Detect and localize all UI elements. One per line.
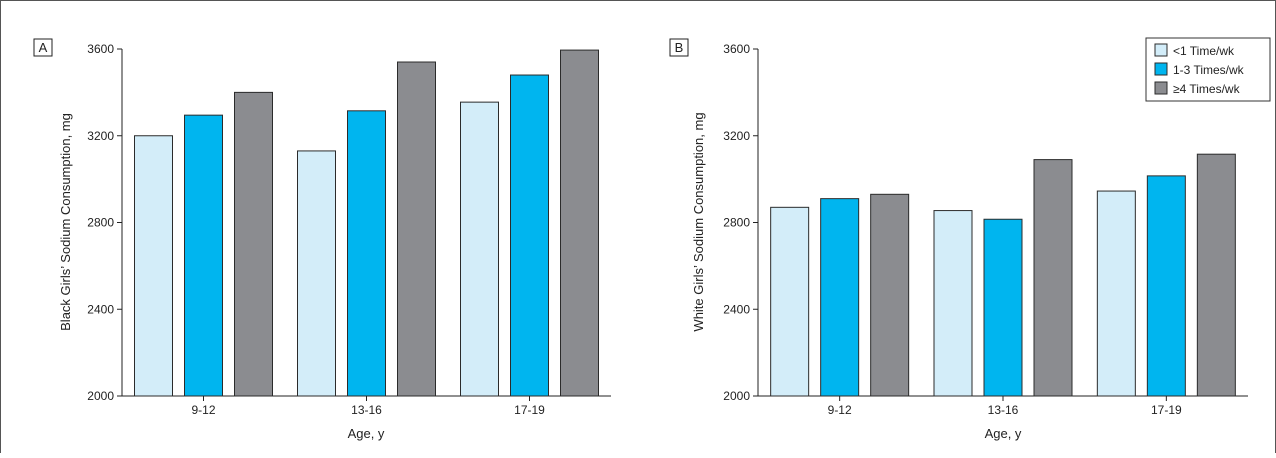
y-tick-label: 2000 <box>87 389 114 403</box>
x-tick-label: 17-19 <box>514 403 545 417</box>
bar-17-19-series-1 <box>510 74 549 397</box>
panel-a-x-axis-title: Age, y <box>348 426 385 441</box>
panel-a-label: A <box>39 40 48 55</box>
legend: <1 Time/wk 1-3 Times/wk ≥4 Times/wk <box>1145 37 1271 102</box>
panel-a-bars <box>134 49 599 397</box>
bar-17-19-series-0 <box>1096 190 1136 397</box>
bar-17-19-series-0 <box>460 101 499 397</box>
bar-13-16-series-1 <box>347 110 386 397</box>
legend-item-label: ≥4 Times/wk <box>1173 82 1241 96</box>
panel-b-x-axis-title: Age, y <box>985 426 1022 441</box>
legend-swatch <box>1154 62 1168 76</box>
bar-9-12-series-1 <box>820 198 860 397</box>
legend-item-label: <1 Time/wk <box>1173 44 1235 58</box>
y-tick-label: 3600 <box>87 42 114 56</box>
bar-9-12-series-0 <box>134 135 173 397</box>
panel-b-ticks: 2000 2400 2800 3200 3600 9-12 13-16 17-19 <box>723 42 1182 417</box>
panel-b: B White Girls’ Sodium Consumption, mg Ag… <box>669 38 1248 441</box>
legend-swatch <box>1154 81 1168 95</box>
y-tick-label: 3600 <box>723 42 750 56</box>
bar-13-16-series-1 <box>983 218 1023 397</box>
bar-13-16-series-0 <box>933 210 973 397</box>
bar-9-12-series-0 <box>770 206 810 397</box>
x-tick-label: 9-12 <box>191 403 215 417</box>
bar-13-16-series-2 <box>397 61 436 397</box>
bar-13-16-series-2 <box>1033 159 1073 397</box>
bar-9-12-series-2 <box>234 91 273 397</box>
panel-b-label-box <box>669 38 689 57</box>
y-tick-label: 2000 <box>723 389 750 403</box>
y-tick-label: 2400 <box>87 302 114 316</box>
panel-b-bars <box>770 153 1236 397</box>
x-tick-label: 9-12 <box>828 403 852 417</box>
legend-swatch <box>1154 43 1168 57</box>
x-tick-label: 13-16 <box>988 403 1019 417</box>
y-tick-label: 2400 <box>723 302 750 316</box>
y-tick-label: 2800 <box>87 216 114 230</box>
y-tick-label: 3200 <box>723 129 750 143</box>
bar-17-19-series-2 <box>1196 153 1236 397</box>
bar-9-12-series-1 <box>184 114 223 397</box>
bar-13-16-series-0 <box>297 150 336 397</box>
panel-a-label-box <box>33 38 53 57</box>
bar-17-19-series-2 <box>560 49 599 397</box>
panel-a-y-axis-title: Black Girls’ Sodium Consumption, mg <box>58 113 73 331</box>
x-tick-label: 13-16 <box>351 403 382 417</box>
panel-a: A Black Girls’ Sodium Consumption, mg Ag… <box>33 38 611 441</box>
panel-a-ticks: 2000 2400 2800 3200 3600 9-12 13-16 17-19 <box>87 42 545 417</box>
x-tick-label: 17-19 <box>1151 403 1182 417</box>
y-tick-label: 2800 <box>723 216 750 230</box>
bar-17-19-series-1 <box>1146 175 1186 397</box>
y-tick-label: 3200 <box>87 129 114 143</box>
panel-b-y-axis-title: White Girls’ Sodium Consumption, mg <box>691 112 706 331</box>
bar-9-12-series-2 <box>870 193 910 397</box>
legend-item-label: 1-3 Times/wk <box>1173 63 1245 77</box>
panel-b-label: B <box>675 40 684 55</box>
